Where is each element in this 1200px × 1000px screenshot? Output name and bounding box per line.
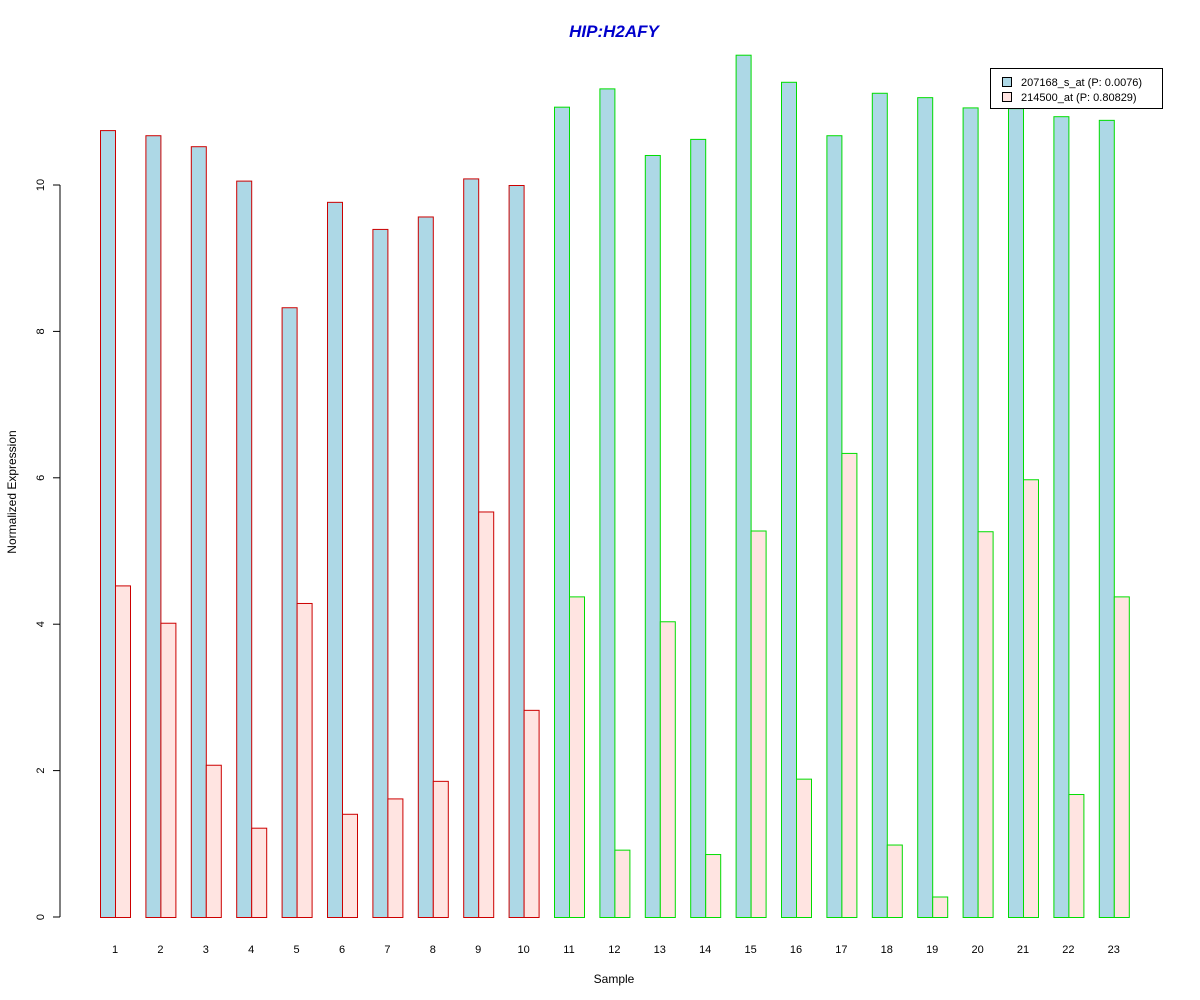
bars bbox=[100, 54, 1130, 919]
bar-207168-s-at bbox=[781, 81, 797, 918]
x-axis-label: Sample bbox=[594, 972, 635, 986]
x-tick-label: 19 bbox=[926, 944, 938, 956]
bar-214500-at bbox=[614, 849, 631, 919]
bar-207168-s-at bbox=[871, 92, 888, 918]
legend-box bbox=[990, 68, 1163, 109]
x-tick-label: 5 bbox=[294, 944, 300, 956]
bar-207168-s-at bbox=[508, 185, 525, 918]
bar-214500-at bbox=[932, 896, 949, 919]
bar-207168-s-at bbox=[327, 201, 343, 918]
y-tick-label: 2 bbox=[35, 768, 47, 774]
bar-207168-s-at bbox=[735, 54, 752, 919]
x-tick-label: 1 bbox=[112, 944, 118, 956]
bar-214500-at bbox=[705, 854, 722, 918]
bar-207168-s-at bbox=[236, 180, 253, 919]
x-tick-label: 18 bbox=[881, 944, 893, 956]
bar-207168-s-at bbox=[826, 135, 843, 918]
bar-214500-at bbox=[387, 798, 404, 919]
y-tick-label: 8 bbox=[35, 328, 47, 334]
legend-label: 214500_at (P: 0.80829) bbox=[1021, 92, 1137, 104]
legend-swatch bbox=[1002, 92, 1012, 102]
legend-swatch bbox=[1002, 77, 1012, 87]
x-tick-label: 2 bbox=[157, 944, 163, 956]
bar-214500-at bbox=[750, 530, 767, 919]
bar-214500-at bbox=[523, 709, 540, 918]
y-tick-label: 6 bbox=[35, 475, 47, 481]
bar-207168-s-at bbox=[690, 138, 707, 919]
x-tick-label: 15 bbox=[744, 944, 756, 956]
x-tick-label: 16 bbox=[790, 944, 802, 956]
x-tick-label: 20 bbox=[971, 944, 983, 956]
x-tick-label: 23 bbox=[1108, 944, 1120, 956]
bar-214500-at bbox=[478, 511, 495, 918]
bar-214500-at bbox=[977, 531, 994, 919]
chart-title: HIP:H2AFY bbox=[569, 22, 660, 41]
bar-207168-s-at bbox=[962, 107, 979, 918]
bar-214500-at bbox=[205, 764, 222, 919]
legend: 207168_s_at (P: 0.0076) 214500_at (P: 0.8… bbox=[990, 68, 1163, 109]
bar-214500-at bbox=[841, 452, 858, 918]
bar-207168-s-at bbox=[599, 88, 616, 919]
bar-214500-at bbox=[115, 585, 131, 918]
y-tick-label: 4 bbox=[35, 621, 47, 627]
x-tick-label: 6 bbox=[339, 944, 345, 956]
bar-207168-s-at bbox=[554, 106, 570, 918]
bar-214500-at bbox=[1113, 596, 1130, 918]
x-tick-label: 4 bbox=[248, 944, 254, 956]
x-tick-label: 3 bbox=[203, 944, 209, 956]
bar-207168-s-at bbox=[1098, 119, 1115, 919]
bar-207168-s-at bbox=[145, 135, 162, 918]
bar-214500-at bbox=[659, 621, 676, 918]
bar-214500-at bbox=[886, 844, 903, 918]
x-tick-label: 13 bbox=[654, 944, 666, 956]
y-axis: 0 2 4 6 8 10 bbox=[35, 179, 61, 920]
x-tick-label: 8 bbox=[430, 944, 436, 956]
bar-207168-s-at bbox=[463, 178, 480, 919]
bar-214500-at bbox=[296, 602, 313, 918]
bar-214500-at bbox=[432, 780, 449, 919]
bar-207168-s-at bbox=[281, 307, 298, 918]
bar-207168-s-at bbox=[100, 130, 116, 919]
bar-207168-s-at bbox=[417, 216, 434, 918]
bar-214500-at bbox=[1023, 479, 1039, 918]
x-tick-label: 9 bbox=[475, 944, 481, 956]
bar-214500-at bbox=[251, 827, 268, 918]
bar-214500-at bbox=[342, 813, 358, 919]
bar-207168-s-at bbox=[644, 154, 661, 919]
y-axis-label: Normalized Expression bbox=[5, 430, 19, 553]
bar-214500-at bbox=[1068, 794, 1085, 918]
bar-214500-at bbox=[569, 596, 585, 918]
bar-207168-s-at bbox=[372, 228, 389, 919]
x-tick-label: 7 bbox=[384, 944, 390, 956]
x-tick-label: 17 bbox=[835, 944, 847, 956]
x-tick-label: 21 bbox=[1017, 944, 1029, 956]
legend-label: 207168_s_at (P: 0.0076) bbox=[1021, 77, 1142, 89]
bar-207168-s-at bbox=[917, 97, 934, 919]
bar-207168-s-at bbox=[1053, 116, 1070, 918]
y-tick-label: 10 bbox=[35, 179, 47, 191]
bar-207168-s-at bbox=[1008, 108, 1024, 918]
x-tick-label: 12 bbox=[608, 944, 620, 956]
bar-207168-s-at bbox=[190, 146, 207, 919]
bar-214500-at bbox=[796, 778, 812, 918]
x-tick-labels: 1 2 3 4 5 6 7 8 9 10 11 12 13 14 15 16 17 18 19 20 21 22 23 bbox=[112, 944, 1120, 956]
x-tick-label: 11 bbox=[563, 944, 574, 956]
x-tick-label: 22 bbox=[1062, 944, 1074, 956]
x-tick-label: 10 bbox=[517, 944, 529, 956]
bar-214500-at bbox=[160, 622, 177, 919]
y-tick-label: 0 bbox=[35, 914, 47, 920]
x-tick-label: 14 bbox=[699, 944, 711, 956]
